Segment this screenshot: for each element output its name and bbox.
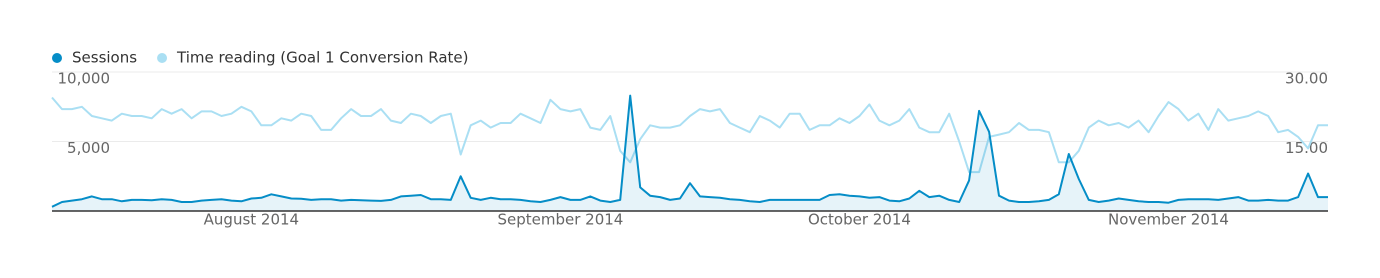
y-tick-label: 10,000 bbox=[58, 70, 111, 88]
x-tick-label: October 2014 bbox=[808, 211, 911, 229]
x-tick-label: August 2014 bbox=[204, 211, 299, 229]
legend-label: Sessions bbox=[72, 49, 137, 67]
x-tick-label: November 2014 bbox=[1108, 211, 1229, 229]
legend-marker bbox=[157, 53, 168, 63]
legend-marker bbox=[52, 53, 62, 63]
series-line bbox=[51, 96, 1328, 174]
y-tick-label: 5,000 bbox=[67, 139, 110, 157]
legend-label: Time reading (Goal 1 Conversion Rate) bbox=[176, 49, 468, 67]
series-line bbox=[51, 94, 1328, 208]
x-tick-label: September 2014 bbox=[497, 211, 623, 229]
series-area bbox=[52, 95, 1328, 211]
y2-tick-label: 30.00 bbox=[1285, 70, 1328, 88]
